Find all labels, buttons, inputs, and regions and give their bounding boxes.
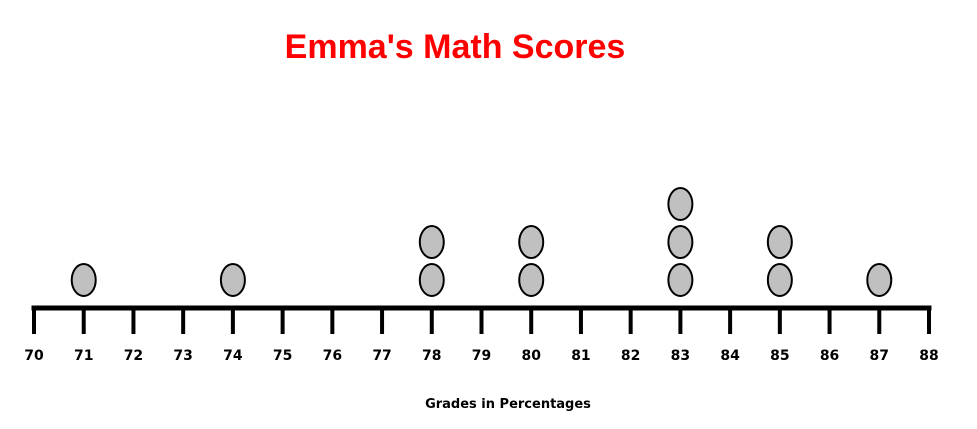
tick-label: 81: [571, 348, 590, 364]
tick-label: 80: [521, 348, 541, 364]
data-dot: [766, 225, 793, 259]
data-dot: [667, 225, 694, 259]
tick-label: 75: [273, 348, 292, 364]
tick-label: 74: [223, 348, 243, 364]
tick-label: 71: [74, 348, 93, 364]
data-dot: [219, 263, 246, 297]
data-dot: [866, 263, 893, 297]
data-dot: [667, 187, 694, 221]
number-line-axis: [31, 305, 932, 334]
tick-label: 88: [919, 348, 938, 364]
x-axis-title: Grades in Percentages: [425, 397, 591, 412]
tick-label: 83: [671, 348, 690, 364]
data-dot: [518, 263, 545, 297]
tick-label: 70: [24, 348, 44, 364]
tick-label: 85: [770, 348, 789, 364]
data-dot: [418, 263, 445, 297]
tick-label: 76: [323, 348, 342, 364]
data-dot: [418, 225, 445, 259]
data-dots: [70, 187, 893, 297]
tick-label: 86: [820, 348, 839, 364]
data-dot: [667, 263, 694, 297]
tick-label: 79: [472, 348, 491, 364]
data-dot: [70, 263, 97, 297]
tick-labels: 70 71 72 73 74 75 76 77 78 79 80 81 82 83 84 85 86 87 88: [24, 348, 938, 364]
tick-label: 72: [124, 348, 143, 364]
tick-label: 73: [173, 348, 192, 364]
data-dot: [766, 263, 793, 297]
tick-label: 84: [720, 348, 740, 364]
tick-label: 87: [870, 348, 889, 364]
tick-label: 78: [422, 348, 441, 364]
tick-label: 77: [372, 348, 391, 364]
chart-title: Emma's Math Scores: [284, 28, 626, 66]
data-dot: [518, 225, 545, 259]
tick-label: 82: [621, 348, 640, 364]
